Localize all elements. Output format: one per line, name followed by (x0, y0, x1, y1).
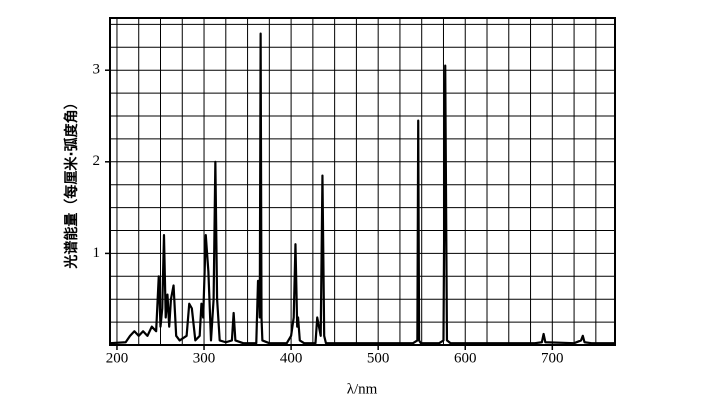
x-axis-label: λ/nm (347, 381, 378, 397)
x-tick-label: 700 (541, 350, 564, 366)
x-tick-label: 300 (193, 350, 216, 366)
x-tick-label: 400 (280, 350, 303, 366)
x-tick-label: 500 (367, 350, 390, 366)
y-tick-label: 1 (93, 245, 101, 261)
y-tick-label: 3 (93, 62, 101, 78)
y-tick-label: 2 (93, 153, 101, 169)
x-tick-label: 200 (106, 350, 129, 366)
plot-frame (109, 17, 616, 346)
x-tick-label: 600 (454, 350, 477, 366)
y-axis-label: 光谱能量（每厘米·弧度角） (63, 95, 80, 269)
spectrum-line (110, 32, 615, 345)
